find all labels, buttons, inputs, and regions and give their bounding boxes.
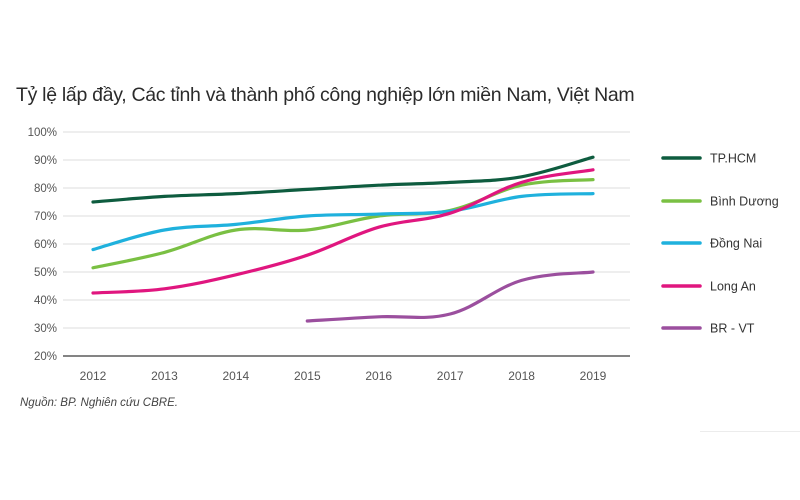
divider-line [700, 431, 800, 432]
gridlines [63, 131, 630, 329]
legend-label: TP.HCM [710, 152, 756, 166]
legend: TP.HCM Bình Dương Đồng Nai Long An BR - VT [661, 152, 779, 336]
chart-title: Tỷ lệ lấp đầy, Các tỉnh và thành phố côn… [16, 84, 635, 106]
y-tick-label: 60% [34, 239, 57, 251]
series-line-4 [305, 270, 595, 323]
x-tick-label: 2017 [437, 369, 464, 383]
x-tick-label: 2012 [80, 369, 107, 383]
y-tick-label: 80% [34, 183, 57, 195]
y-tick-label: 30% [34, 323, 57, 335]
x-tick-label: 2018 [508, 369, 535, 383]
legend-label: Đồng Nai [710, 237, 762, 251]
series-lines [91, 155, 595, 323]
y-tick-label: 90% [34, 155, 57, 167]
series-line-2 [91, 192, 595, 252]
series-line-3 [91, 168, 595, 295]
x-tick-label: 2016 [365, 369, 392, 383]
y-tick-label: 20% [34, 351, 57, 363]
legend-label: Bình Dương [710, 195, 779, 209]
legend-label: BR - VT [710, 322, 755, 336]
x-axis-ticks: 2012 2013 2014 2015 2016 2017 2018 2019 [80, 369, 607, 383]
y-tick-label: 50% [34, 267, 57, 279]
x-tick-label: 2015 [294, 369, 321, 383]
source-note: Nguồn: BP. Nghiên cứu CBRE. [20, 397, 178, 409]
y-tick-label: 70% [34, 211, 57, 223]
series-line-1 [91, 178, 595, 270]
x-tick-label: 2014 [223, 369, 250, 383]
series-line-0 [91, 155, 595, 204]
y-axis-ticks: 20% 30% 40% 50% 60% 70% 80% 90% 100% [28, 127, 57, 363]
x-tick-label: 2013 [151, 369, 178, 383]
legend-label: Long An [710, 280, 756, 294]
x-tick-label: 2019 [580, 369, 607, 383]
y-tick-label: 40% [34, 295, 57, 307]
y-tick-label: 100% [28, 127, 57, 139]
